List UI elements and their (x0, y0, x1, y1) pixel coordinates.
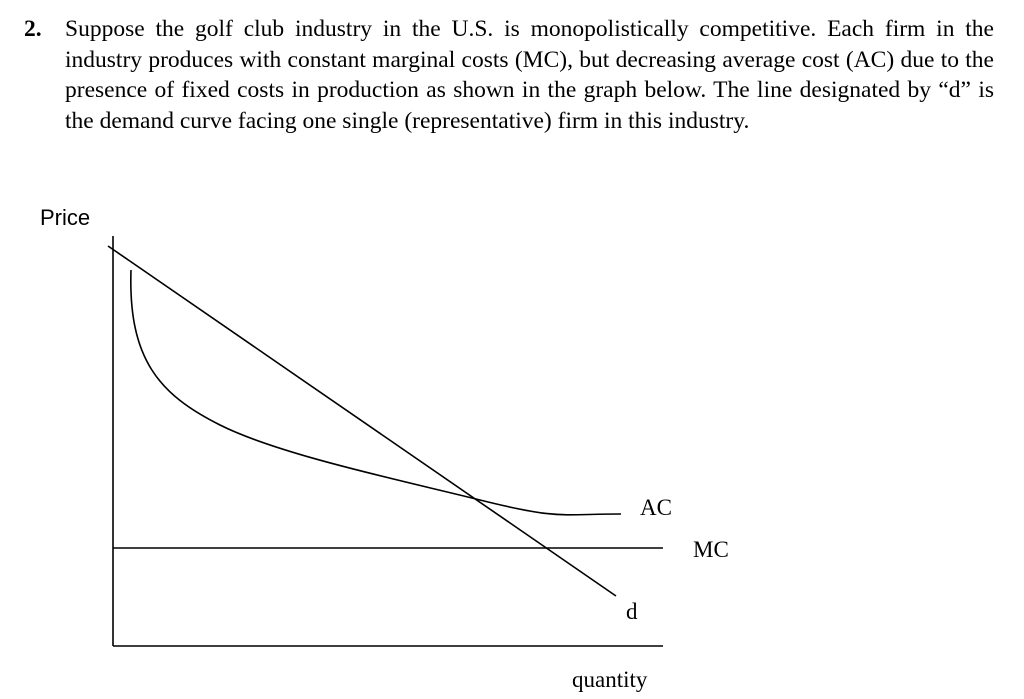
x-axis-label: quantity (572, 667, 648, 692)
mc-line-label: MC (693, 537, 729, 562)
question-block: 2. Suppose the golf club industry in the… (24, 14, 994, 136)
demand-line-label: d (626, 599, 638, 624)
question-number: 2. (24, 16, 42, 42)
ac-curve-label: AC (640, 495, 672, 520)
demand-line (107, 245, 617, 597)
question-text: Suppose the golf club industry in the U.… (65, 16, 994, 134)
ac-curve (130, 269, 622, 516)
y-axis-label: Price (40, 205, 91, 230)
